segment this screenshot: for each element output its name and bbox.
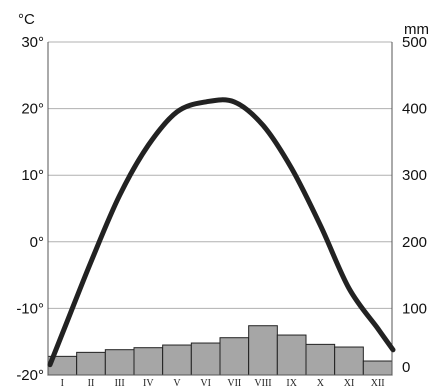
precipitation-bar bbox=[104, 349, 135, 376]
month-label: VIII bbox=[254, 378, 271, 387]
right-tick-label: 0 bbox=[402, 359, 410, 376]
left-tick-label: 20° bbox=[21, 101, 44, 118]
month-label: V bbox=[173, 378, 181, 387]
month-label: IX bbox=[286, 378, 297, 387]
right-tick-label: 300 bbox=[402, 167, 427, 184]
month-label: VI bbox=[200, 378, 211, 387]
month-label: X bbox=[317, 378, 325, 387]
precipitation-bar bbox=[133, 347, 164, 376]
month-label: XII bbox=[371, 378, 385, 387]
right-tick-label: 400 bbox=[402, 101, 427, 118]
month-label: VII bbox=[227, 378, 241, 387]
precipitation-bar bbox=[190, 342, 221, 376]
left-tick-label: -20° bbox=[16, 367, 44, 384]
month-label: IV bbox=[143, 378, 154, 387]
right-axis-unit: mm bbox=[404, 21, 429, 38]
month-label: II bbox=[88, 378, 95, 387]
right-tick-label: 500 bbox=[402, 34, 427, 51]
month-label: III bbox=[115, 378, 125, 387]
left-tick-label: 30° bbox=[21, 34, 44, 51]
right-tick-label: 200 bbox=[402, 234, 427, 251]
precipitation-bar bbox=[162, 344, 192, 376]
left-axis-unit: °C bbox=[18, 11, 35, 28]
precipitation-bar bbox=[248, 325, 278, 376]
right-axis-ticks: 500 400 300 200 100 0 bbox=[402, 34, 427, 376]
precipitation-bar bbox=[305, 343, 336, 376]
month-labels: I II III IV V VI VII VIII IX X XI XII bbox=[61, 378, 385, 387]
gridlines bbox=[48, 41, 392, 376]
left-axis-ticks: 30° 20° 10° 0° -10° -20° bbox=[16, 34, 44, 384]
month-label: XI bbox=[344, 378, 355, 387]
left-tick-label: 10° bbox=[21, 167, 44, 184]
precipitation-bar bbox=[362, 360, 393, 376]
left-tick-label: 0° bbox=[30, 234, 44, 251]
precipitation-bars bbox=[47, 325, 393, 376]
plot-frame bbox=[47, 42, 393, 376]
precipitation-bar bbox=[219, 337, 250, 376]
precipitation-bar bbox=[334, 346, 364, 376]
temperature-line bbox=[47, 97, 396, 368]
left-tick-label: -10° bbox=[16, 300, 44, 317]
right-tick-label: 100 bbox=[402, 300, 427, 317]
month-label: I bbox=[61, 378, 64, 387]
precipitation-bar bbox=[76, 351, 106, 376]
precipitation-bar bbox=[276, 334, 307, 376]
